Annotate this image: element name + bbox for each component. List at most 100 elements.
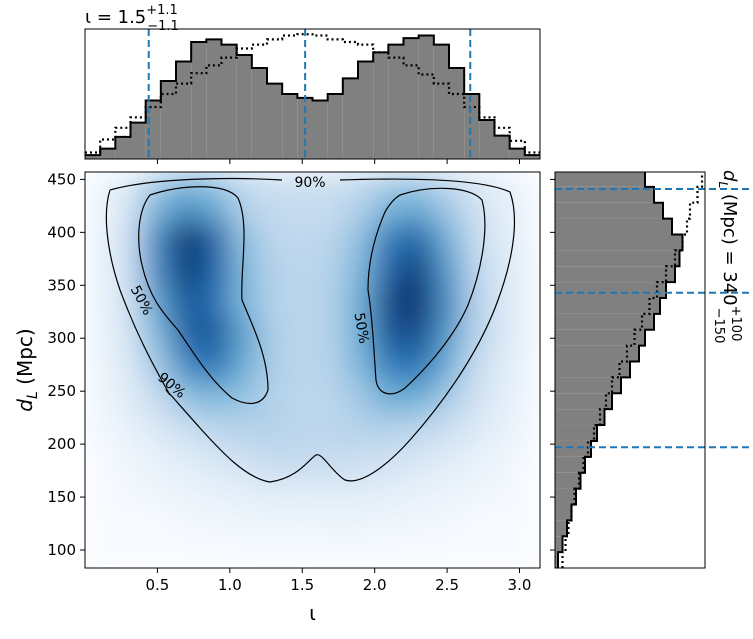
heat-cell bbox=[142, 189, 173, 223]
heat-cell bbox=[403, 316, 434, 350]
heat-cell bbox=[461, 538, 492, 568]
hist-bar bbox=[282, 94, 298, 159]
heat-cell bbox=[316, 411, 347, 445]
heat-cell bbox=[229, 443, 260, 477]
heat-cell bbox=[200, 443, 231, 477]
heat-cell bbox=[345, 172, 376, 191]
heat-cell bbox=[85, 380, 115, 413]
heat-cell bbox=[171, 253, 202, 286]
heat-cell bbox=[432, 507, 463, 540]
hist-bar bbox=[555, 472, 581, 489]
hist-bar bbox=[524, 155, 540, 159]
heat-cell bbox=[432, 348, 463, 382]
heat-cell bbox=[287, 221, 318, 255]
hist-bar bbox=[221, 44, 237, 159]
heat-cell bbox=[403, 284, 434, 318]
y-label-unit: (Mpc) bbox=[13, 328, 37, 385]
hist-bar bbox=[373, 52, 389, 159]
heat-cell bbox=[461, 189, 492, 223]
heat-cell bbox=[142, 284, 173, 318]
heat-cell bbox=[316, 172, 347, 191]
heat-cell bbox=[258, 253, 289, 286]
hist-bar bbox=[464, 94, 480, 159]
hist-bar bbox=[85, 155, 101, 159]
contours bbox=[105, 177, 516, 483]
heat-cell bbox=[113, 316, 144, 350]
hist-bar bbox=[555, 202, 663, 219]
heat-cell bbox=[345, 443, 376, 477]
hist-bar bbox=[206, 39, 222, 159]
y-tick-label: 100 bbox=[47, 541, 76, 559]
heat-cell bbox=[258, 284, 289, 318]
heat-cell bbox=[171, 475, 202, 509]
heat-cell bbox=[85, 507, 115, 540]
hist-bar bbox=[494, 135, 510, 159]
heat-cell bbox=[142, 380, 173, 413]
heat-cell bbox=[200, 507, 231, 540]
hist-bar bbox=[555, 282, 666, 298]
heat-cell bbox=[85, 348, 115, 382]
contour-50-right bbox=[367, 187, 486, 395]
heat-cell bbox=[287, 411, 318, 445]
y-tick-label: 450 bbox=[47, 170, 76, 188]
title-middle: (Mpc) = 340 bbox=[719, 188, 740, 306]
heat-cell bbox=[258, 538, 289, 568]
heat-cell bbox=[113, 380, 144, 413]
main-frame bbox=[84, 171, 541, 569]
heat-cell bbox=[345, 253, 376, 286]
hist-bar bbox=[433, 44, 450, 159]
heat-cell bbox=[287, 507, 318, 540]
heat-cell bbox=[258, 507, 289, 540]
x-tick-label: 2.0 bbox=[363, 576, 387, 594]
title-subscript: L bbox=[716, 181, 730, 188]
heat-cell bbox=[171, 284, 202, 318]
y-axis-label: dL (Mpc) bbox=[13, 328, 41, 411]
heat-cell bbox=[403, 189, 434, 223]
heat-cell bbox=[171, 348, 202, 382]
heat-cell bbox=[316, 475, 347, 509]
heat-cell bbox=[142, 443, 173, 477]
heat-cell bbox=[374, 475, 405, 509]
hist-bar bbox=[555, 409, 605, 426]
heat-cell bbox=[200, 189, 231, 223]
heat-cell bbox=[113, 538, 144, 568]
heat-cell bbox=[258, 380, 289, 413]
heat-cell bbox=[374, 538, 405, 568]
heat-cell bbox=[461, 172, 492, 191]
heat-cell bbox=[287, 284, 318, 318]
hist-bar bbox=[449, 68, 465, 159]
heat-cell bbox=[142, 538, 173, 568]
heat-cell bbox=[113, 348, 144, 382]
heat-cell bbox=[85, 189, 115, 223]
heat-cell bbox=[85, 411, 115, 445]
heat-cell bbox=[258, 411, 289, 445]
hist-bar bbox=[175, 61, 192, 159]
y-tick-label: 150 bbox=[47, 488, 76, 506]
heat-cell bbox=[229, 253, 260, 286]
hist-outline bbox=[85, 34, 540, 157]
hist-bar bbox=[130, 122, 146, 159]
contour-label: 90% bbox=[294, 175, 325, 191]
heat-cell bbox=[229, 348, 260, 382]
heat-cell bbox=[461, 221, 492, 255]
heat-cell bbox=[518, 348, 540, 382]
heat-cell bbox=[316, 221, 347, 255]
heat-cell bbox=[490, 172, 520, 191]
heat-cell bbox=[229, 380, 260, 413]
hist-bar bbox=[555, 250, 680, 267]
hist-bar bbox=[418, 35, 434, 159]
heat-cell bbox=[432, 316, 463, 350]
x-tick-label: 0.5 bbox=[145, 576, 169, 594]
top-title: ι = 1.5+1.1 −1.1 bbox=[85, 3, 179, 34]
heat-cell bbox=[461, 284, 492, 318]
heat-cell bbox=[518, 172, 540, 191]
heat-cell bbox=[85, 316, 115, 350]
hist-bar bbox=[555, 345, 639, 362]
heat-cell bbox=[171, 380, 202, 413]
x-tick-label: 3.0 bbox=[508, 576, 532, 594]
heat-cell bbox=[229, 316, 260, 350]
hist-bar bbox=[555, 234, 683, 251]
heat-cell bbox=[287, 189, 318, 223]
x-tick-label: 1.0 bbox=[218, 576, 242, 594]
y-label-subscript: L bbox=[25, 391, 41, 399]
